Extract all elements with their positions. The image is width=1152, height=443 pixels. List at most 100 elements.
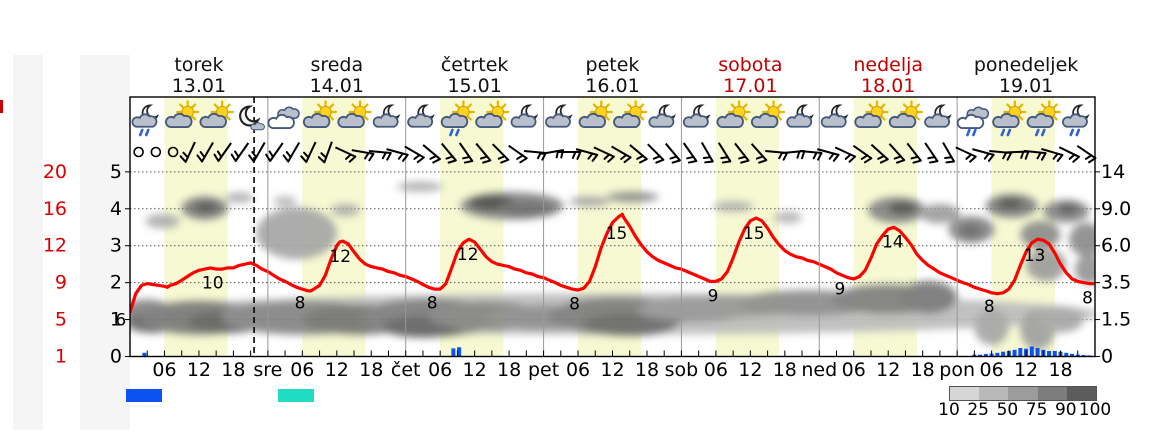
wind-barb-icon	[458, 142, 474, 164]
cloud-icon	[407, 113, 434, 128]
weather-icon-sun-cloud	[854, 100, 889, 129]
weather-icon-moon-cloud	[682, 104, 711, 128]
rain-drops-icon	[966, 128, 977, 137]
time-label: 18	[497, 359, 521, 381]
cloud-blob	[145, 213, 180, 229]
day-date: 19.01	[999, 75, 1053, 97]
weather-icon-sun-cloud	[750, 100, 786, 129]
temperature-label: 9	[835, 279, 846, 299]
wind-barb-icon	[1023, 149, 1047, 161]
cloud-icon	[682, 113, 709, 128]
temp-tick-label: 5	[55, 309, 67, 331]
cloud-icon	[750, 112, 779, 129]
cloud-icon	[545, 113, 571, 128]
wind-barb-icon	[906, 142, 922, 164]
time-label: 06	[842, 359, 866, 381]
wind-barb-icon	[799, 150, 823, 161]
weather-icon-sun-cloud-rain	[440, 100, 476, 137]
precip-bar	[978, 354, 983, 357]
temperature-curve	[130, 212, 1095, 314]
cloud-icon	[131, 113, 158, 128]
cloud-blob	[899, 280, 958, 314]
cloud-icon	[199, 112, 227, 129]
day-date: 18.01	[861, 75, 915, 97]
cloud-blob	[497, 200, 556, 217]
cloud-icon	[267, 113, 295, 130]
wind-barb-icon	[282, 141, 301, 163]
wind-barb-icon	[682, 142, 698, 164]
wind-barb-icon	[508, 144, 528, 164]
precip-tick-label: 2	[110, 272, 122, 294]
wind-barb-icon	[888, 143, 906, 164]
cloud-icon	[716, 112, 744, 129]
temperature-label: 15	[606, 224, 628, 244]
weather-icon-moon-cloud	[820, 104, 849, 128]
rain-drops-icon	[449, 128, 460, 137]
weather-icon-moon-cloud	[648, 104, 677, 128]
weather-icon-sun-cloud	[888, 100, 924, 129]
colorbar-scale-label: 25	[967, 400, 990, 420]
rain-drops-icon	[1000, 128, 1012, 137]
cloud-tick-label: 9.0	[1101, 198, 1131, 220]
time-label: 18	[635, 359, 659, 381]
cloud-blob	[974, 308, 1009, 346]
temperature-label: 14	[882, 233, 904, 253]
rain-drops-icon	[1035, 128, 1046, 137]
wind-barb-icon	[717, 142, 732, 164]
time-label: 06	[290, 359, 314, 381]
precip-bar	[983, 353, 988, 357]
day-name: nedelja	[853, 54, 923, 76]
colorbar-segment	[950, 387, 980, 400]
weather-icon-moon-cloud	[407, 104, 435, 128]
weather-icon-sun-cloud	[302, 100, 338, 129]
calm-wind-icon	[150, 146, 162, 158]
wind-barb-icon	[750, 143, 768, 164]
wind-barb-icon	[575, 148, 599, 162]
precipitation-swatch	[126, 389, 162, 402]
wind-barb-icon	[422, 144, 441, 164]
wind-barb-icon	[213, 142, 232, 163]
cloud-blob	[256, 207, 337, 260]
cloud-blob	[569, 196, 610, 207]
weather-icon-sun-cloud	[165, 100, 200, 129]
wind-barb-icon	[351, 149, 375, 162]
precip-tick-label: 5	[110, 161, 122, 183]
weather-icon-moon-cloud-rain	[1062, 104, 1090, 137]
precip-bar	[1047, 350, 1052, 357]
weather-icon-moon	[239, 105, 265, 131]
wind-barb-icon	[834, 146, 857, 163]
time-label: 18	[359, 359, 383, 381]
colorbar-scale-label: 90	[1054, 400, 1077, 420]
wind-barb-icon	[629, 144, 648, 164]
time-label: 18	[1048, 359, 1072, 381]
day-abbr-label: sob	[665, 359, 699, 381]
time-label: 06	[152, 359, 176, 381]
weather-icon-sun-cloud	[337, 100, 372, 129]
wind-barb-icon	[558, 151, 582, 160]
temp-tick-label: 16	[43, 198, 67, 220]
temperature-label: 8	[569, 294, 580, 314]
cloud-blob	[1069, 222, 1095, 257]
weather-icon-sun-cloud-rain	[992, 100, 1027, 137]
wind-barb-icon	[955, 146, 977, 163]
wind-barb-icon	[593, 146, 615, 163]
precip-tick-label: 4	[110, 198, 122, 220]
wind-barb-icon	[440, 142, 457, 164]
time-label: 12	[187, 359, 211, 381]
day-abbr-label: pet	[528, 359, 559, 381]
temperature-label: 15	[743, 224, 765, 244]
wind-barb-icon	[248, 141, 266, 163]
wind-barb-icon	[924, 142, 939, 164]
precip-bar	[457, 347, 462, 357]
wind-barb-icon	[265, 142, 284, 163]
cloud-blob	[1020, 220, 1061, 249]
time-label: 12	[600, 359, 624, 381]
cloud-blob	[1037, 306, 1084, 333]
calm-wind-icon	[167, 146, 179, 158]
colorbar-scale-label: 10	[938, 400, 960, 420]
precip-bar	[1018, 348, 1023, 357]
precip-bar	[1012, 349, 1017, 357]
cloud-icon	[888, 112, 917, 129]
time-label: 06	[980, 359, 1004, 381]
